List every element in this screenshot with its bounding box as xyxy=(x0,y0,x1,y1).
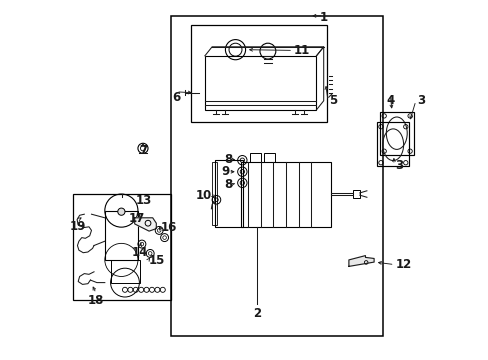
Bar xyxy=(380,112,413,155)
Bar xyxy=(215,160,242,227)
Text: 8: 8 xyxy=(224,178,232,191)
Text: 6: 6 xyxy=(172,91,180,104)
Bar xyxy=(241,162,330,227)
Text: 18: 18 xyxy=(88,294,104,307)
Text: 5: 5 xyxy=(328,94,337,107)
Bar xyxy=(376,122,408,166)
Text: 12: 12 xyxy=(395,258,411,271)
Bar xyxy=(73,194,171,300)
Text: 7: 7 xyxy=(139,144,147,157)
Bar xyxy=(212,162,217,225)
Bar xyxy=(204,56,316,110)
Text: 4: 4 xyxy=(386,94,394,107)
Text: 3: 3 xyxy=(394,159,402,172)
Text: 13: 13 xyxy=(135,194,151,207)
Text: 9: 9 xyxy=(221,165,229,178)
Text: 14: 14 xyxy=(131,246,147,258)
Circle shape xyxy=(118,208,125,215)
Text: 3: 3 xyxy=(416,94,425,107)
Text: 2: 2 xyxy=(252,307,261,320)
Text: 1: 1 xyxy=(319,11,327,24)
Text: 8: 8 xyxy=(224,153,232,166)
Bar xyxy=(264,153,275,162)
Bar xyxy=(104,211,138,260)
Bar xyxy=(249,153,260,162)
Bar xyxy=(170,16,382,336)
Text: 10: 10 xyxy=(196,189,212,202)
Bar xyxy=(110,260,140,283)
Bar xyxy=(191,25,326,122)
Bar xyxy=(352,190,359,198)
Polygon shape xyxy=(134,218,156,231)
Text: 17: 17 xyxy=(129,212,145,225)
Text: 19: 19 xyxy=(70,220,86,233)
Text: 15: 15 xyxy=(148,254,164,267)
Text: 16: 16 xyxy=(161,221,177,234)
Text: 11: 11 xyxy=(294,44,310,57)
Polygon shape xyxy=(348,256,373,266)
